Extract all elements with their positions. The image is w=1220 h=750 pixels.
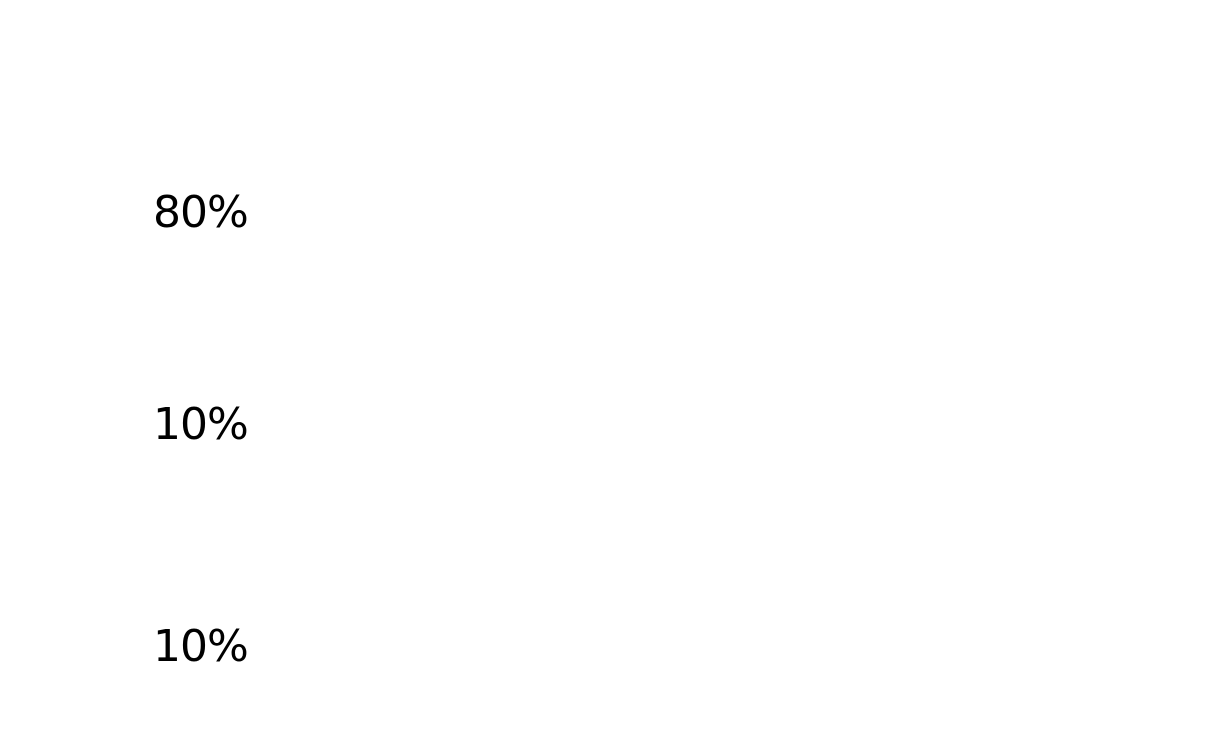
percentage-value: 80% (153, 187, 249, 238)
percentage-value: 10% (153, 399, 249, 450)
percentage-value: 10% (153, 621, 249, 672)
